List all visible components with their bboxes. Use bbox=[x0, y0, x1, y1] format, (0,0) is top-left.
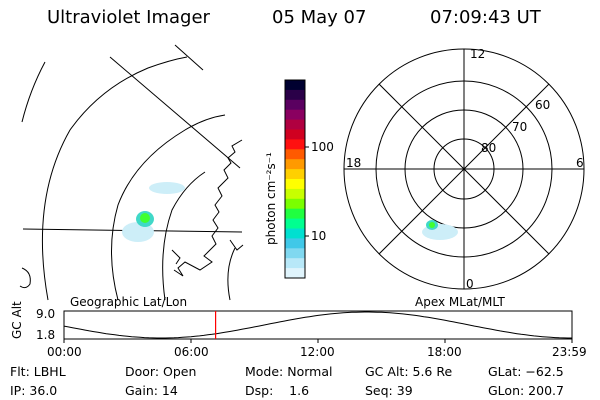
colorbar-segment bbox=[285, 99, 305, 111]
colorbar-frame bbox=[284, 79, 306, 279]
altitude-ymin: 1.8 bbox=[36, 328, 56, 342]
colorbar-segment bbox=[285, 188, 305, 200]
colorbar-segment bbox=[285, 179, 305, 190]
colorbar-segment bbox=[285, 159, 305, 170]
colorbar bbox=[285, 80, 305, 279]
colorbar-tick-100: 100 bbox=[311, 140, 334, 154]
mlt-label-12: 12 bbox=[470, 47, 486, 61]
mlt-label-6: 6 bbox=[576, 156, 584, 170]
coastline bbox=[171, 139, 244, 277]
x-tick-label: 18:00 bbox=[427, 345, 462, 359]
x-tick-label: 06:00 bbox=[174, 345, 209, 359]
colorbar-segment bbox=[285, 198, 305, 210]
geographic-map bbox=[19, 44, 244, 301]
colorbar-segment bbox=[285, 268, 305, 279]
colorbar-unit-label: photon cm⁻²s⁻¹ bbox=[264, 152, 278, 245]
info-glon: GLon: 200.7 bbox=[488, 383, 564, 398]
polar-aurora-peak bbox=[429, 222, 435, 228]
mlt-label-0: 0 bbox=[466, 277, 474, 291]
aurora-faint bbox=[149, 182, 185, 194]
mlat-label-80: 80 bbox=[481, 141, 497, 155]
info-ip: IP: 36.0 bbox=[10, 383, 58, 398]
colorbar-segment bbox=[285, 139, 305, 150]
info-flt: Flt: LBHL bbox=[10, 364, 66, 379]
colorbar-segment bbox=[285, 238, 305, 249]
info-gain: Gain: 14 bbox=[125, 383, 178, 398]
colorbar-segment bbox=[285, 248, 305, 259]
map-lat-arc bbox=[41, 56, 188, 301]
map-meridian bbox=[109, 56, 241, 169]
altitude-ylabel: GC Alt bbox=[10, 301, 24, 339]
time-label: 07:09:43 UT bbox=[430, 7, 541, 28]
mlt-label-18: 18 bbox=[346, 156, 362, 170]
map-lat-arc bbox=[21, 61, 46, 123]
info-door: Door: Open bbox=[125, 364, 197, 379]
apex-label: Apex MLat/MLT bbox=[415, 295, 505, 309]
altitude-curve bbox=[63, 311, 572, 339]
colorbar-segment bbox=[285, 129, 305, 140]
colorbar-segment bbox=[285, 208, 305, 220]
aurora-faint bbox=[122, 222, 154, 242]
colorbar-segment bbox=[285, 169, 305, 180]
map-lat-arc bbox=[227, 247, 236, 301]
colorbar-segment bbox=[285, 149, 305, 160]
altitude-ymax: 9.0 bbox=[36, 307, 56, 321]
aurora-peak bbox=[140, 213, 150, 223]
info-dsp: Dsp: 1.6 bbox=[245, 383, 310, 398]
colorbar-segment bbox=[285, 89, 305, 101]
info-mode: Mode: Normal bbox=[245, 364, 333, 379]
x-tick-label: 12:00 bbox=[300, 345, 335, 359]
mlat-label-70: 70 bbox=[512, 120, 528, 134]
info-glat: GLat: −62.5 bbox=[488, 364, 564, 379]
coastline-west bbox=[19, 267, 31, 289]
x-tick-label: 00:00 bbox=[47, 345, 82, 359]
polar-diagonal bbox=[378, 83, 550, 255]
colorbar-segment bbox=[285, 258, 305, 269]
x-tick-label: 23:59 bbox=[552, 345, 587, 359]
instrument-title: Ultraviolet Imager bbox=[47, 7, 210, 28]
mlat-label-60: 60 bbox=[535, 98, 551, 112]
colorbar-segment bbox=[285, 218, 305, 229]
polar-plot bbox=[343, 48, 585, 290]
info-gc-alt: GC Alt: 5.6 Re bbox=[365, 364, 453, 379]
colorbar-segment bbox=[285, 80, 305, 91]
colorbar-segment bbox=[285, 228, 305, 239]
date-label: 05 May 07 bbox=[272, 7, 367, 28]
map-lat-arc bbox=[111, 114, 226, 301]
colorbar-segment bbox=[285, 119, 305, 130]
map-meridian bbox=[174, 44, 204, 71]
map-lat-arc bbox=[162, 171, 206, 301]
colorbar-tick-10: 10 bbox=[311, 229, 327, 243]
geographic-label: Geographic Lat/Lon bbox=[70, 295, 188, 309]
colorbar-segment bbox=[285, 109, 305, 121]
altitude-plot bbox=[63, 310, 573, 343]
info-seq: Seq: 39 bbox=[365, 383, 413, 398]
